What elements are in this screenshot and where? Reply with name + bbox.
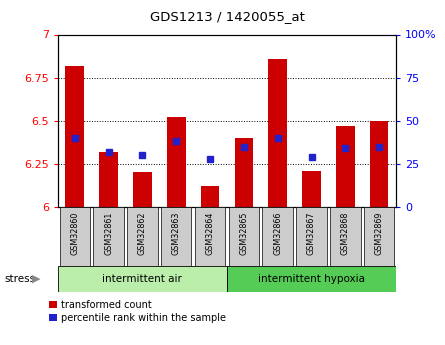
Bar [58, 266, 227, 292]
Text: GSM32868: GSM32868 [341, 212, 350, 255]
Bar [161, 207, 191, 266]
Bar [167, 117, 186, 207]
Bar [330, 207, 360, 266]
Legend: transformed count, percentile rank within the sample: transformed count, percentile rank withi… [49, 300, 226, 323]
Bar [268, 59, 287, 207]
Bar [229, 207, 259, 266]
Bar [93, 207, 124, 266]
Bar [370, 121, 388, 207]
Text: GSM32865: GSM32865 [239, 212, 248, 255]
Bar [99, 152, 118, 207]
Bar [60, 207, 90, 266]
Bar [65, 66, 84, 207]
Bar [364, 207, 394, 266]
Bar [235, 138, 253, 207]
Text: GSM32860: GSM32860 [70, 212, 79, 255]
Bar [263, 207, 293, 266]
Bar [133, 172, 152, 207]
Text: ▶: ▶ [32, 274, 40, 284]
Bar [296, 207, 327, 266]
Bar [195, 207, 225, 266]
Text: intermittent hypoxia: intermittent hypoxia [258, 274, 365, 284]
Text: GSM32864: GSM32864 [206, 212, 214, 255]
Text: GSM32869: GSM32869 [375, 212, 384, 255]
Text: GSM32862: GSM32862 [138, 212, 147, 255]
Text: GSM32867: GSM32867 [307, 212, 316, 255]
Bar [227, 266, 396, 292]
Text: GSM32863: GSM32863 [172, 212, 181, 255]
Text: GSM32861: GSM32861 [104, 212, 113, 255]
Text: stress: stress [4, 274, 36, 284]
Bar [201, 186, 219, 207]
Bar [336, 126, 355, 207]
Text: GDS1213 / 1420055_at: GDS1213 / 1420055_at [150, 10, 304, 23]
Bar [127, 207, 158, 266]
Bar [302, 171, 321, 207]
Text: GSM32866: GSM32866 [273, 212, 282, 255]
Text: intermittent air: intermittent air [102, 274, 182, 284]
